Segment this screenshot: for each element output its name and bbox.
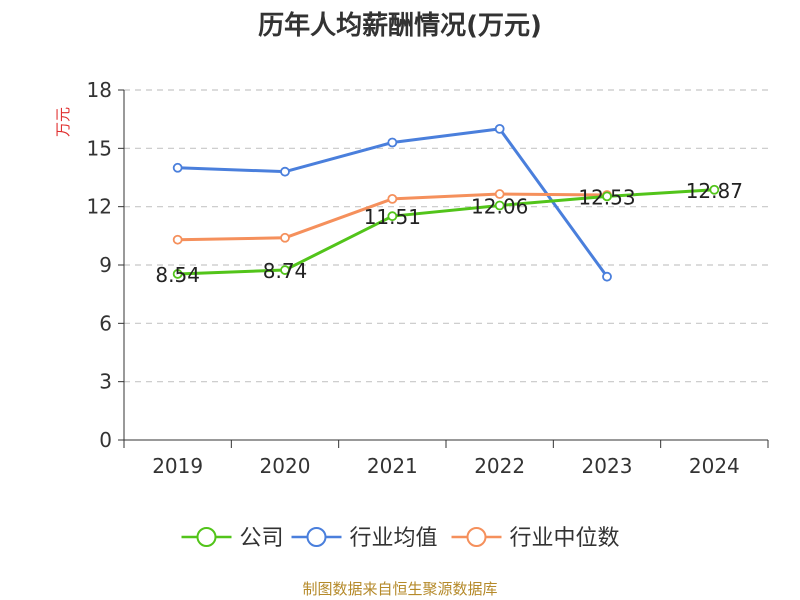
legend-label: 公司 (240, 526, 284, 551)
legend-item[interactable]: 行业中位数 (451, 526, 620, 551)
data-point (387, 193, 398, 204)
x-tick-label: 2020 (260, 454, 311, 478)
data-label: 8.54 (155, 263, 200, 287)
legend-marker (196, 527, 217, 547)
y-tick-label: 18 (87, 78, 112, 102)
y-tick-label: 0 (99, 428, 112, 452)
data-point (494, 200, 505, 211)
data-point (494, 189, 505, 199)
chart-title: 历年人均薪酬情况(万元) (258, 10, 542, 41)
legend-marker (306, 527, 327, 547)
data-point (602, 191, 612, 202)
y-tick-label: 3 (99, 370, 112, 394)
data-point (387, 211, 398, 222)
data-point (280, 232, 290, 243)
x-tick-label: 2019 (152, 454, 203, 478)
source-note: 制图数据来自恒生聚源数据库 (302, 580, 497, 598)
legend-label: 行业中位数 (510, 526, 620, 551)
legend[interactable]: 公司 行业均值 行业中位数 (181, 526, 620, 551)
data-labels: 8.54 8.74 11.51 12.06 12.53 12.87 (155, 179, 743, 287)
grid-lines (124, 89, 768, 383)
data-point (494, 123, 505, 134)
data-point (709, 184, 720, 195)
legend-item[interactable]: 公司 (181, 526, 284, 551)
data-point (602, 271, 612, 282)
series-group (172, 123, 720, 282)
data-point (387, 137, 398, 148)
data-point (172, 269, 183, 279)
y-tick-label: 12 (87, 195, 112, 219)
data-label: 12.53 (578, 185, 635, 209)
data-label: 12.87 (686, 179, 743, 203)
x-tick-label: 2021 (367, 454, 418, 478)
data-point (280, 166, 290, 177)
axes: 0 3 6 9 12 15 18 2019 2020 2021 2022 2023 2024 (87, 78, 769, 478)
data-point (280, 265, 290, 275)
x-tick-label: 2023 (582, 454, 633, 478)
data-label: 8.74 (263, 259, 308, 283)
data-point (172, 234, 183, 245)
data-label: 11.51 (364, 205, 421, 229)
data-label: 12.06 (471, 195, 528, 219)
legend-marker (466, 527, 487, 547)
y-tick-label: 9 (99, 253, 112, 277)
x-tick-label: 2022 (474, 454, 525, 478)
y-axis-label: 万元 (54, 107, 72, 137)
data-point (172, 162, 183, 173)
y-tick-label: 6 (99, 311, 112, 335)
y-tick-label: 15 (87, 136, 112, 160)
series-line (176, 188, 716, 276)
legend-item[interactable]: 行业均值 (291, 526, 438, 551)
x-tick-label: 2024 (689, 454, 740, 478)
legend-label: 行业均值 (350, 526, 438, 551)
